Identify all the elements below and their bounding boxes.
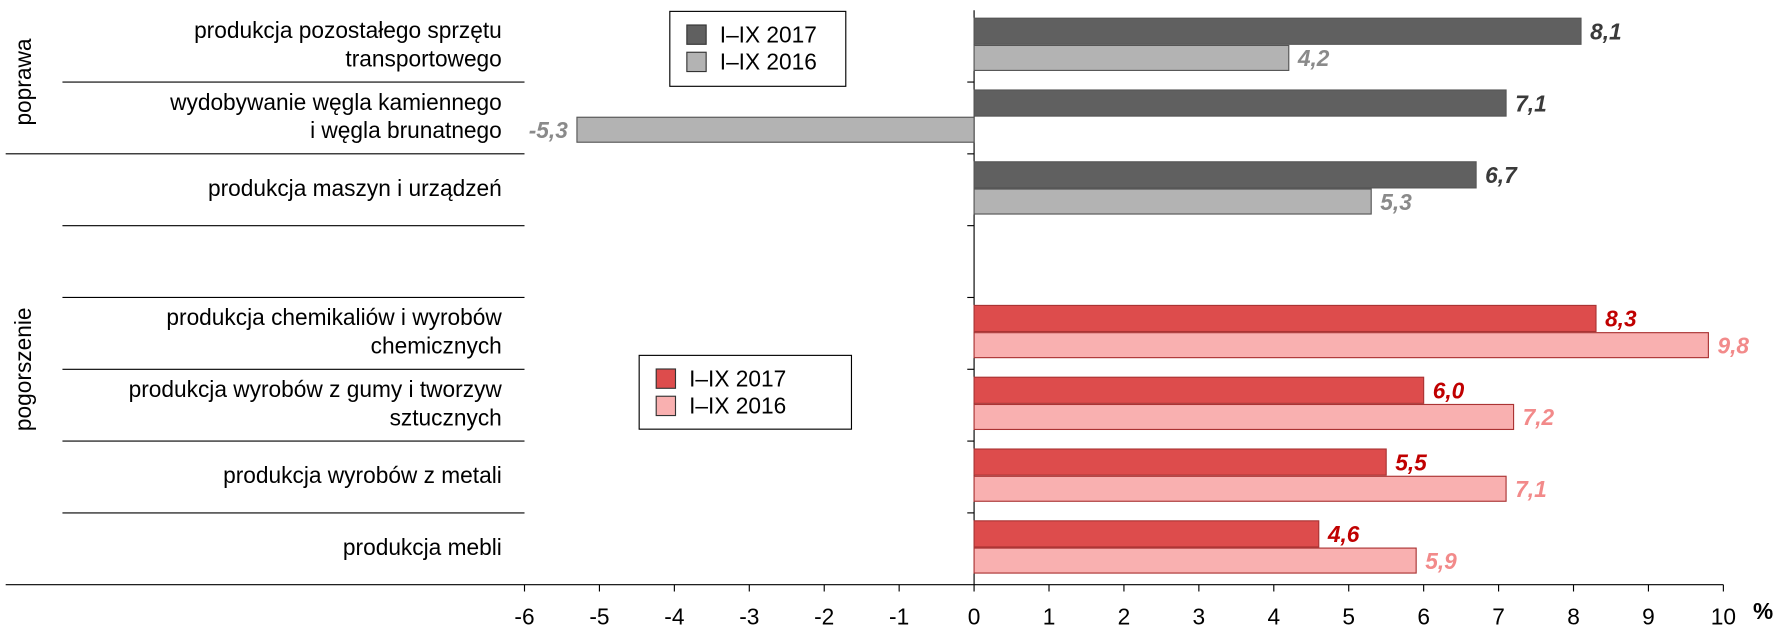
value-label: 4,2 — [1297, 45, 1330, 71]
legend-swatch — [686, 24, 707, 45]
bar — [973, 332, 1709, 359]
category-label: produkcja chemikaliów i wyrobów — [166, 304, 502, 330]
x-tick-label: -2 — [814, 604, 834, 629]
x-tick-label: 8 — [1567, 604, 1580, 629]
legend-swatch — [655, 368, 677, 389]
bar — [973, 403, 1515, 431]
bar — [973, 520, 1320, 548]
legend-label: I–IX 2016 — [720, 49, 817, 75]
value-label: 4,6 — [1327, 521, 1360, 547]
value-label: 7,1 — [1515, 476, 1547, 502]
value-label: 8,1 — [1590, 19, 1622, 45]
x-tick-label: 0 — [968, 604, 981, 629]
legend-box — [669, 10, 847, 87]
value-label: -5,3 — [529, 117, 568, 143]
value-label: 9,8 — [1717, 332, 1749, 358]
x-tick-label: 2 — [1118, 604, 1131, 629]
x-tick-label: 7 — [1492, 604, 1505, 629]
legend-label: I–IX 2017 — [689, 365, 786, 391]
x-tick-label: 1 — [1043, 604, 1056, 629]
bar — [973, 44, 1290, 71]
bar — [576, 116, 975, 143]
bar — [973, 475, 1507, 502]
category-label: produkcja wyrobów z metali — [223, 462, 502, 488]
category-label: transportowego — [345, 45, 501, 71]
legend-swatch — [686, 51, 707, 73]
value-label: 5,5 — [1395, 449, 1427, 475]
bar — [973, 304, 1597, 333]
legend-label: I–IX 2016 — [689, 393, 786, 419]
category-label: chemicznych — [371, 333, 502, 359]
bar — [973, 376, 1425, 404]
value-label: 5,3 — [1380, 189, 1412, 215]
category-label: wydobywanie węgla kamiennego — [169, 89, 502, 115]
x-tick-label: -1 — [889, 604, 909, 629]
value-label: 8,3 — [1605, 306, 1637, 332]
value-label: 5,9 — [1425, 548, 1457, 574]
x-tick-label: 5 — [1342, 604, 1355, 629]
value-label: 6,0 — [1433, 378, 1465, 404]
x-tick-label: -3 — [739, 604, 759, 629]
x-tick-label: 9 — [1642, 604, 1655, 629]
x-tick-label: 6 — [1417, 604, 1430, 629]
bar — [973, 161, 1477, 189]
bar — [973, 448, 1387, 476]
category-label: produkcja wyrobów z gumy i tworzyw — [129, 376, 503, 402]
legend-swatch — [655, 395, 677, 417]
x-tick-label: -4 — [664, 604, 684, 629]
value-label: 7,2 — [1523, 404, 1555, 430]
x-tick-label: 3 — [1193, 604, 1206, 629]
x-tick-label: 4 — [1267, 604, 1280, 629]
bar — [973, 188, 1372, 215]
x-tick-label: -5 — [589, 604, 609, 629]
group-label: pogorszenie — [10, 307, 36, 431]
group-label: poprawa — [10, 38, 36, 125]
x-tick-label: 10 — [1711, 604, 1736, 629]
bar — [973, 17, 1582, 45]
legend-label: I–IX 2017 — [720, 21, 817, 47]
x-tick-label: -6 — [514, 604, 534, 629]
bar — [973, 547, 1417, 574]
value-label: 6,7 — [1485, 162, 1518, 188]
category-label: produkcja pozostałego sprzętu — [194, 17, 502, 43]
category-label: produkcja mebli — [343, 534, 502, 560]
category-label: i węgla brunatnego — [310, 117, 502, 143]
bar — [973, 89, 1507, 117]
value-label: 7,1 — [1515, 90, 1547, 116]
legend-box — [638, 354, 853, 430]
category-label: produkcja maszyn i urządzeń — [208, 175, 502, 201]
x-unit: % — [1753, 598, 1773, 624]
category-label: sztucznych — [390, 404, 502, 430]
